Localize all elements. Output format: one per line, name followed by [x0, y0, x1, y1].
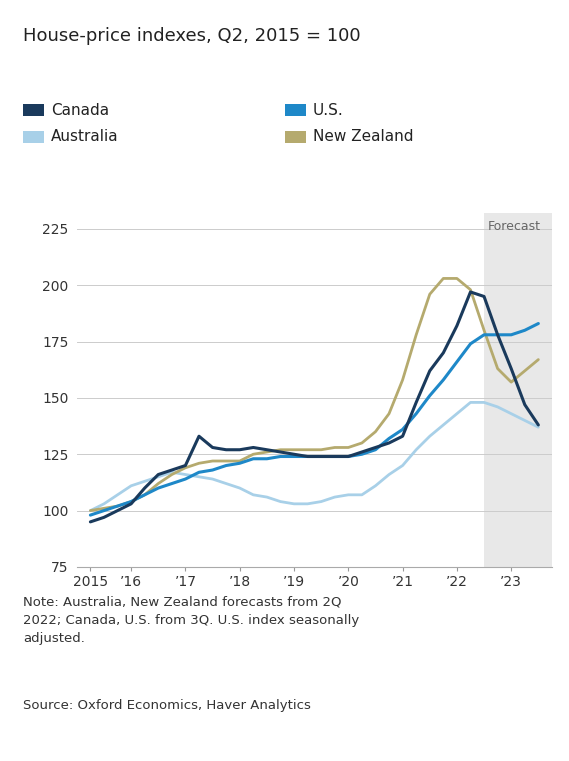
Text: House-price indexes, Q2, 2015 = 100: House-price indexes, Q2, 2015 = 100 — [23, 27, 360, 45]
Text: Forecast: Forecast — [487, 220, 541, 233]
Text: New Zealand: New Zealand — [313, 129, 414, 145]
Text: Canada: Canada — [51, 103, 109, 118]
Bar — [484, 213, 552, 567]
Text: Note: Australia, New Zealand forecasts from 2Q
2022; Canada, U.S. from 3Q. U.S. : Note: Australia, New Zealand forecasts f… — [23, 595, 359, 645]
Text: Australia: Australia — [51, 129, 119, 145]
Text: U.S.: U.S. — [313, 103, 344, 118]
Text: Source: Oxford Economics, Haver Analytics: Source: Oxford Economics, Haver Analytic… — [23, 699, 311, 712]
